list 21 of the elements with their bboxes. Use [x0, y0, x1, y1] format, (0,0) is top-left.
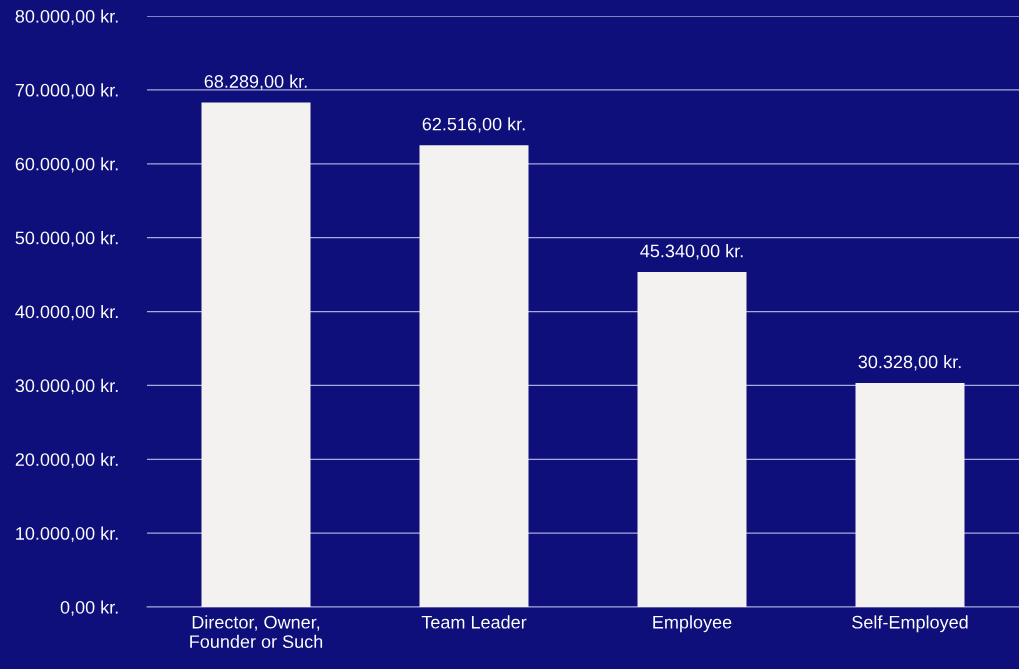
data-label: 30.328,00 kr. — [858, 355, 961, 371]
x-tick-label: Self-Employed — [852, 615, 968, 633]
bar — [419, 145, 529, 607]
x-tick-label: Team Leader — [421, 615, 527, 629]
y-tick-label: 70.000,00 kr. — [15, 83, 118, 99]
y-tick-label: 80.000,00 kr. — [15, 9, 118, 25]
x-tick-label: Employee — [653, 615, 732, 633]
y-tick-label: 40.000,00 kr. — [15, 304, 118, 321]
y-tick-label: 60.000,00 kr. — [15, 157, 118, 173]
data-label: 62.516,00 kr. — [422, 117, 525, 133]
data-label: 68.289,00 kr. — [204, 74, 307, 90]
y-tick-label: 30.000,00 kr. — [15, 378, 118, 395]
bar — [201, 102, 311, 607]
data-label: 45.340,00 kr. — [640, 244, 743, 260]
y-tick-label: 20.000,00 kr. — [15, 452, 118, 469]
y-tick-label: 50.000,00 kr. — [15, 231, 118, 247]
y-tick-label: 10.000,00 kr. — [16, 526, 118, 542]
y-tick-label: 0,00 kr. — [60, 600, 118, 616]
bar — [637, 272, 747, 607]
bar — [855, 382, 965, 607]
x-tick-label: Director, Owner, Founder or Such — [190, 615, 323, 649]
